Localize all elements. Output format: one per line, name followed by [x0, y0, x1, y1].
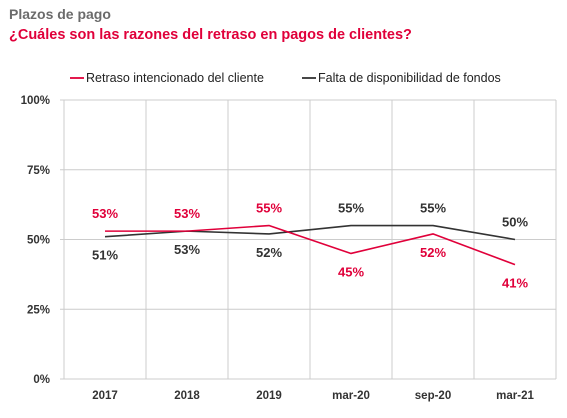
data-label: 52% — [420, 245, 446, 260]
x-axis: 2017 2018 2019 mar-20 sep-20 mar-21 — [92, 390, 534, 402]
y-tick-label: 50% — [27, 235, 50, 247]
data-label: 50% — [502, 215, 528, 230]
data-label: 55% — [256, 201, 282, 216]
data-label: 53% — [174, 242, 200, 257]
x-tick-label: mar-20 — [332, 390, 370, 402]
legend-label: Retraso intencionado del cliente — [86, 71, 264, 85]
data-label: 51% — [92, 248, 118, 263]
data-label: 55% — [420, 201, 446, 216]
legend: Retraso intencionado del cliente Falta de… — [70, 71, 501, 85]
y-tick-label: 25% — [27, 304, 50, 316]
data-label: 45% — [338, 264, 364, 279]
data-label: 55% — [338, 201, 364, 216]
y-tick-label: 0% — [33, 374, 50, 386]
series-line-retraso-intencionado — [105, 224, 516, 266]
data-label: 41% — [502, 276, 528, 291]
chart-eyebrow: Plazos de pago — [9, 6, 111, 22]
legend-label: Falta de disponibilidad de fondos — [318, 71, 501, 85]
x-tick-label: 2018 — [174, 390, 200, 402]
data-label: 53% — [174, 206, 200, 221]
data-labels: 53% 53% 55% 45% 52% 41% 51% 53% 52% 55% 55% 50% — [92, 201, 528, 291]
x-tick-label: mar-21 — [496, 390, 534, 402]
y-axis: 100% 75% 50% 25% 0% — [21, 95, 50, 386]
x-tick-label: 2019 — [256, 390, 282, 402]
y-tick-label: 75% — [27, 165, 50, 177]
x-tick-label: sep-20 — [415, 390, 451, 402]
data-label: 52% — [256, 245, 282, 260]
y-tick-label: 100% — [21, 95, 50, 107]
x-tick-label: 2017 — [92, 390, 118, 402]
data-label: 53% — [92, 206, 118, 221]
series-line-falta-de-fondos — [104, 224, 516, 241]
chart-title: ¿Cuáles son las razones del retraso en p… — [9, 27, 412, 43]
series-lines — [104, 224, 516, 266]
